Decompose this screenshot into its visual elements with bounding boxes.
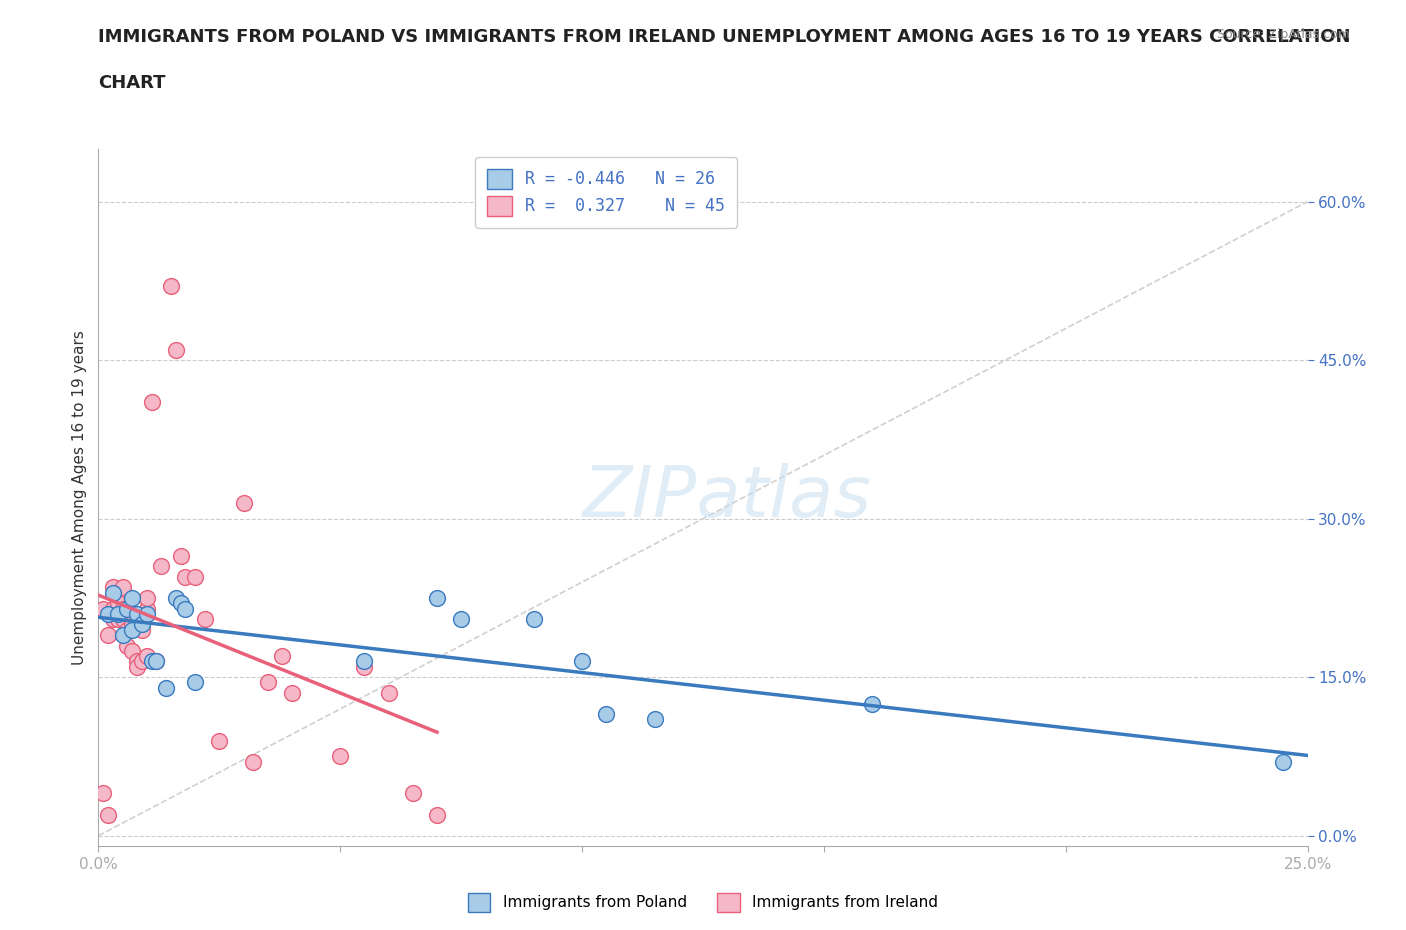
Point [145, 654, 167, 669]
Point [174, 601, 197, 616]
Point [523, 612, 546, 627]
Point [121, 644, 143, 658]
Point [111, 580, 134, 595]
Point [860, 697, 883, 711]
Point [353, 659, 375, 674]
Point [281, 685, 304, 700]
Point [121, 591, 143, 605]
Point [107, 606, 129, 621]
Point [97, 606, 120, 621]
Point [150, 559, 173, 574]
Point [135, 601, 157, 616]
Point [91, 786, 114, 801]
Point [101, 601, 124, 616]
Point [111, 601, 134, 616]
Point [141, 654, 163, 669]
Point [121, 617, 143, 631]
Point [571, 654, 593, 669]
Point [135, 606, 157, 621]
Point [329, 749, 352, 764]
Point [131, 622, 153, 637]
Point [127, 659, 149, 674]
Point [117, 622, 139, 637]
Point [141, 395, 163, 410]
Point [450, 612, 472, 627]
Point [174, 569, 197, 584]
Point [121, 612, 143, 627]
Point [595, 707, 617, 722]
Point [135, 648, 157, 663]
Point [1272, 754, 1295, 769]
Legend: Immigrants from Poland, Immigrants from Ireland: Immigrants from Poland, Immigrants from … [461, 887, 945, 918]
Point [117, 601, 139, 616]
Point [111, 612, 134, 627]
Text: CHART: CHART [98, 74, 166, 92]
Point [194, 612, 217, 627]
Point [377, 685, 399, 700]
Text: ZIPatlas: ZIPatlas [582, 463, 872, 532]
Point [127, 606, 149, 621]
Point [232, 496, 254, 511]
Point [208, 733, 231, 748]
Point [169, 549, 191, 564]
Point [91, 601, 114, 616]
Legend: R = -0.446   N = 26, R =  0.327    N = 45: R = -0.446 N = 26, R = 0.327 N = 45 [475, 157, 737, 228]
Point [107, 596, 129, 611]
Point [353, 654, 375, 669]
Point [184, 569, 207, 584]
Point [117, 601, 139, 616]
Point [135, 591, 157, 605]
Point [97, 628, 120, 643]
Y-axis label: Unemployment Among Ages 16 to 19 years: Unemployment Among Ages 16 to 19 years [72, 330, 87, 665]
Text: Source: ZipAtlas.com: Source: ZipAtlas.com [1216, 28, 1350, 41]
Point [121, 622, 143, 637]
Point [101, 580, 124, 595]
Point [131, 617, 153, 631]
Point [242, 754, 264, 769]
Point [184, 675, 207, 690]
Point [426, 591, 449, 605]
Point [127, 654, 149, 669]
Point [165, 342, 187, 357]
Point [644, 712, 666, 727]
Point [131, 654, 153, 669]
Point [169, 596, 191, 611]
Point [155, 681, 177, 696]
Point [426, 807, 449, 822]
Point [256, 675, 278, 690]
Point [107, 612, 129, 627]
Point [145, 654, 167, 669]
Point [160, 279, 183, 294]
Point [165, 591, 187, 605]
Point [111, 628, 134, 643]
Point [117, 638, 139, 653]
Point [271, 648, 294, 663]
Point [97, 807, 120, 822]
Point [402, 786, 425, 801]
Text: IMMIGRANTS FROM POLAND VS IMMIGRANTS FROM IRELAND UNEMPLOYMENT AMONG AGES 16 TO : IMMIGRANTS FROM POLAND VS IMMIGRANTS FRO… [98, 28, 1351, 46]
Point [101, 585, 124, 600]
Point [101, 612, 124, 627]
